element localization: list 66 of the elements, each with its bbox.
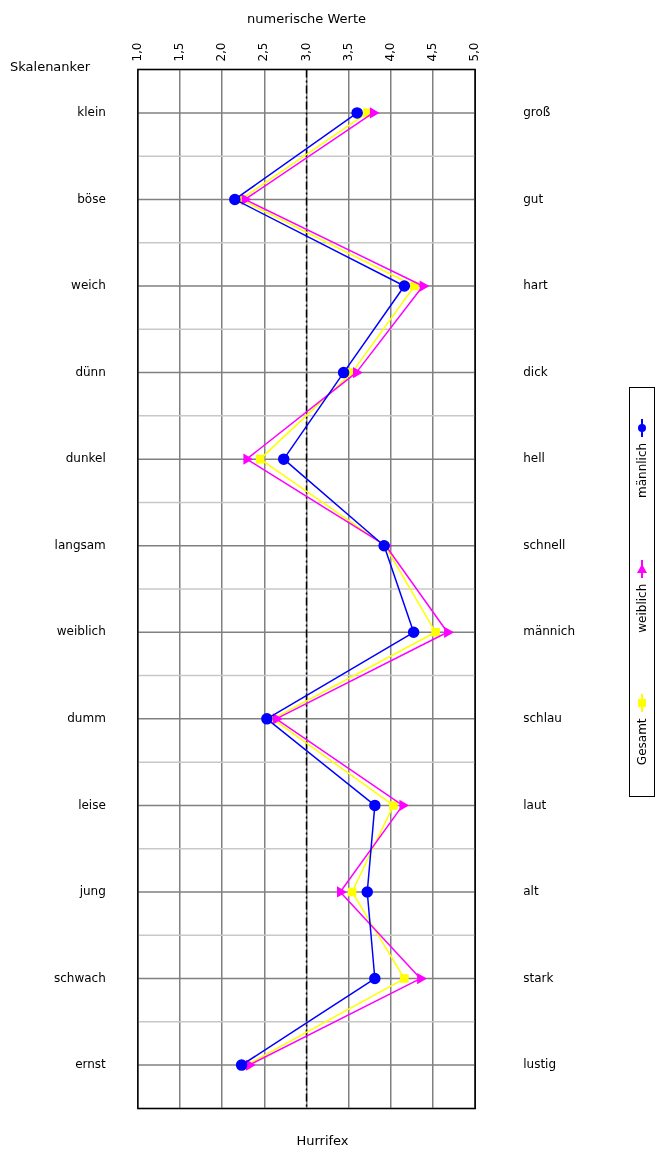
point	[351, 107, 363, 119]
point	[419, 280, 429, 292]
y2-tick-label: alt	[523, 884, 539, 899]
point	[241, 194, 251, 205]
y-tick-label: dünn	[75, 364, 106, 379]
y2-tick-label: schlau	[523, 710, 562, 725]
x-tick-label: 2,5	[256, 42, 271, 62]
point	[400, 974, 409, 983]
point	[361, 886, 373, 898]
point	[369, 799, 381, 812]
point	[399, 800, 409, 811]
y-tick-label: schwach	[54, 970, 106, 985]
y-tick-label: langsam	[54, 537, 106, 552]
y2-tick-label: schnell	[523, 537, 566, 552]
y2-tick-label: männich	[523, 624, 576, 639]
y-tick-label: weiblich	[56, 624, 106, 639]
y2-tick-label: stark	[523, 970, 554, 985]
point	[407, 626, 420, 639]
legend-label: männlich	[635, 442, 649, 498]
point	[261, 713, 273, 725]
x-tick-label: 3,0	[298, 42, 313, 62]
point	[369, 972, 381, 985]
point	[347, 887, 357, 897]
y-axis-title: Skalenanker	[10, 58, 91, 74]
point	[389, 801, 398, 810]
y-tick-label: dunkel	[65, 451, 106, 466]
point	[369, 107, 379, 118]
point	[229, 193, 241, 206]
x-axis-title: numerische Werte	[247, 11, 366, 27]
point	[353, 367, 363, 378]
x-tick-label: 2,0	[214, 42, 229, 62]
point	[398, 280, 411, 292]
point	[255, 454, 265, 464]
legend-label: Gesamt	[635, 718, 649, 766]
y2-tick-label: gut	[523, 191, 544, 206]
y2-tick-label: hell	[523, 451, 545, 466]
legend-label: weiblich	[635, 583, 649, 633]
y-tick-label: jung	[78, 884, 106, 899]
x-tick-label: 3,5	[340, 42, 355, 62]
point	[417, 973, 427, 984]
point	[272, 713, 282, 724]
x-tick-label: 4,5	[425, 42, 440, 62]
y2-tick-label: groß	[523, 105, 551, 120]
point	[337, 886, 347, 898]
y-tick-label: böse	[77, 191, 106, 206]
point	[444, 627, 454, 638]
point	[235, 1059, 248, 1071]
x-tick-label: 1,5	[172, 42, 187, 62]
y2-tick-label: dick	[523, 364, 548, 379]
point	[410, 281, 419, 291]
point	[431, 628, 440, 637]
y-tick-label: ernst	[75, 1057, 107, 1072]
y-tick-label: leise	[78, 797, 106, 812]
text: Hurrifex	[296, 1132, 349, 1148]
point	[277, 453, 290, 465]
x-tick-label: 5,0	[467, 42, 482, 62]
y-tick-label: weich	[71, 278, 106, 293]
y-tick-label: klein	[77, 105, 106, 120]
point	[337, 366, 350, 379]
y-tick-label: dumm	[67, 710, 106, 725]
point	[243, 454, 253, 465]
y2-tick-label: lustig	[523, 1057, 557, 1072]
y2-tick-label: laut	[523, 797, 547, 812]
x-tick-label: 4,0	[382, 42, 397, 62]
x-tick-label: 1,0	[129, 42, 144, 62]
y2-tick-label: hart	[523, 278, 549, 293]
